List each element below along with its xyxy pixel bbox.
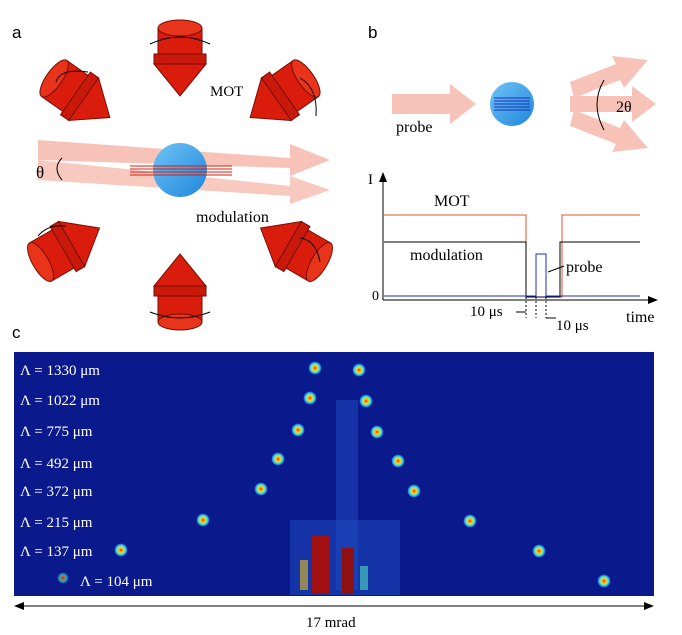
atom-cloud-a [153, 143, 207, 197]
spot [308, 361, 322, 375]
timing-y-axis-label: I [368, 172, 373, 188]
trace-probe [384, 253, 640, 297]
spot [359, 394, 373, 408]
spot [196, 513, 210, 527]
spot [254, 482, 268, 496]
spot [370, 425, 384, 439]
mot-beam-top [153, 19, 207, 97]
probe-label-b: probe [396, 119, 432, 136]
spot [57, 572, 69, 584]
modulation-label-a: modulation [196, 209, 269, 226]
spot [303, 391, 317, 405]
trace-label-mot: MOT [434, 193, 470, 210]
trace-label-probe: probe [566, 259, 602, 276]
mot-label-a: MOT [210, 84, 243, 100]
period-label: Λ = 215 μm [20, 515, 93, 531]
period-label: Λ = 492 μm [20, 456, 93, 472]
theta-label: θ [36, 163, 44, 182]
mot-beam-upper-left [32, 52, 126, 140]
period-label: Λ = 137 μm [20, 544, 93, 560]
diffraction-spots [57, 361, 611, 588]
spot [407, 484, 421, 498]
zero-order-region [290, 400, 400, 595]
period-labels: Λ = 1330 μm Λ = 1022 μm Λ = 775 μm Λ = 4… [20, 363, 153, 590]
period-label: Λ = 104 μm [80, 574, 153, 590]
diffracted-beam-up [570, 56, 648, 98]
grating-lines-b [494, 97, 530, 111]
timing-x-axis-label: time [626, 309, 654, 326]
interval-label-1: 10 μs [470, 304, 503, 320]
scale-bar-label: 17 mrad [306, 615, 356, 631]
timing-diagram: I time 0 MOT modulation probe 10 μs 10 μ… [368, 172, 658, 334]
mot-beam-bottom [153, 253, 207, 331]
spot [463, 514, 477, 528]
scale-bar [14, 602, 654, 610]
trace-modulation [384, 241, 640, 298]
panel-a-label: a [12, 23, 22, 42]
interval-markers [525, 297, 547, 318]
transmitted-beam [570, 86, 656, 122]
spot [352, 363, 366, 377]
period-label: Λ = 775 μm [20, 424, 93, 440]
two-theta-arc [596, 79, 605, 131]
panel-c-label: c [12, 323, 21, 342]
spot [597, 574, 611, 588]
mot-beam-upper-right [234, 52, 328, 140]
period-label: Λ = 372 μm [20, 484, 93, 500]
interval-arrows [516, 311, 556, 319]
timing-zero-label: 0 [372, 289, 379, 304]
spot [271, 452, 285, 466]
spot [391, 454, 405, 468]
two-theta-label: 2θ [616, 99, 632, 116]
grating-lines-a [130, 165, 232, 176]
period-label: Λ = 1022 μm [20, 393, 100, 409]
theta-arc [56, 157, 63, 181]
mot-beam-lower-left [20, 204, 113, 290]
trace-label-modulation: modulation [410, 247, 483, 264]
polarization-arrows [37, 36, 321, 319]
interval-label-2: 10 μs [556, 318, 589, 334]
spot [532, 544, 546, 558]
spot [114, 543, 128, 557]
period-label: Λ = 1330 μm [20, 363, 100, 379]
spot [291, 423, 305, 437]
panel-b-label: b [368, 23, 377, 42]
probe-beam-in [392, 84, 476, 124]
diffracted-beam-down [570, 110, 648, 152]
